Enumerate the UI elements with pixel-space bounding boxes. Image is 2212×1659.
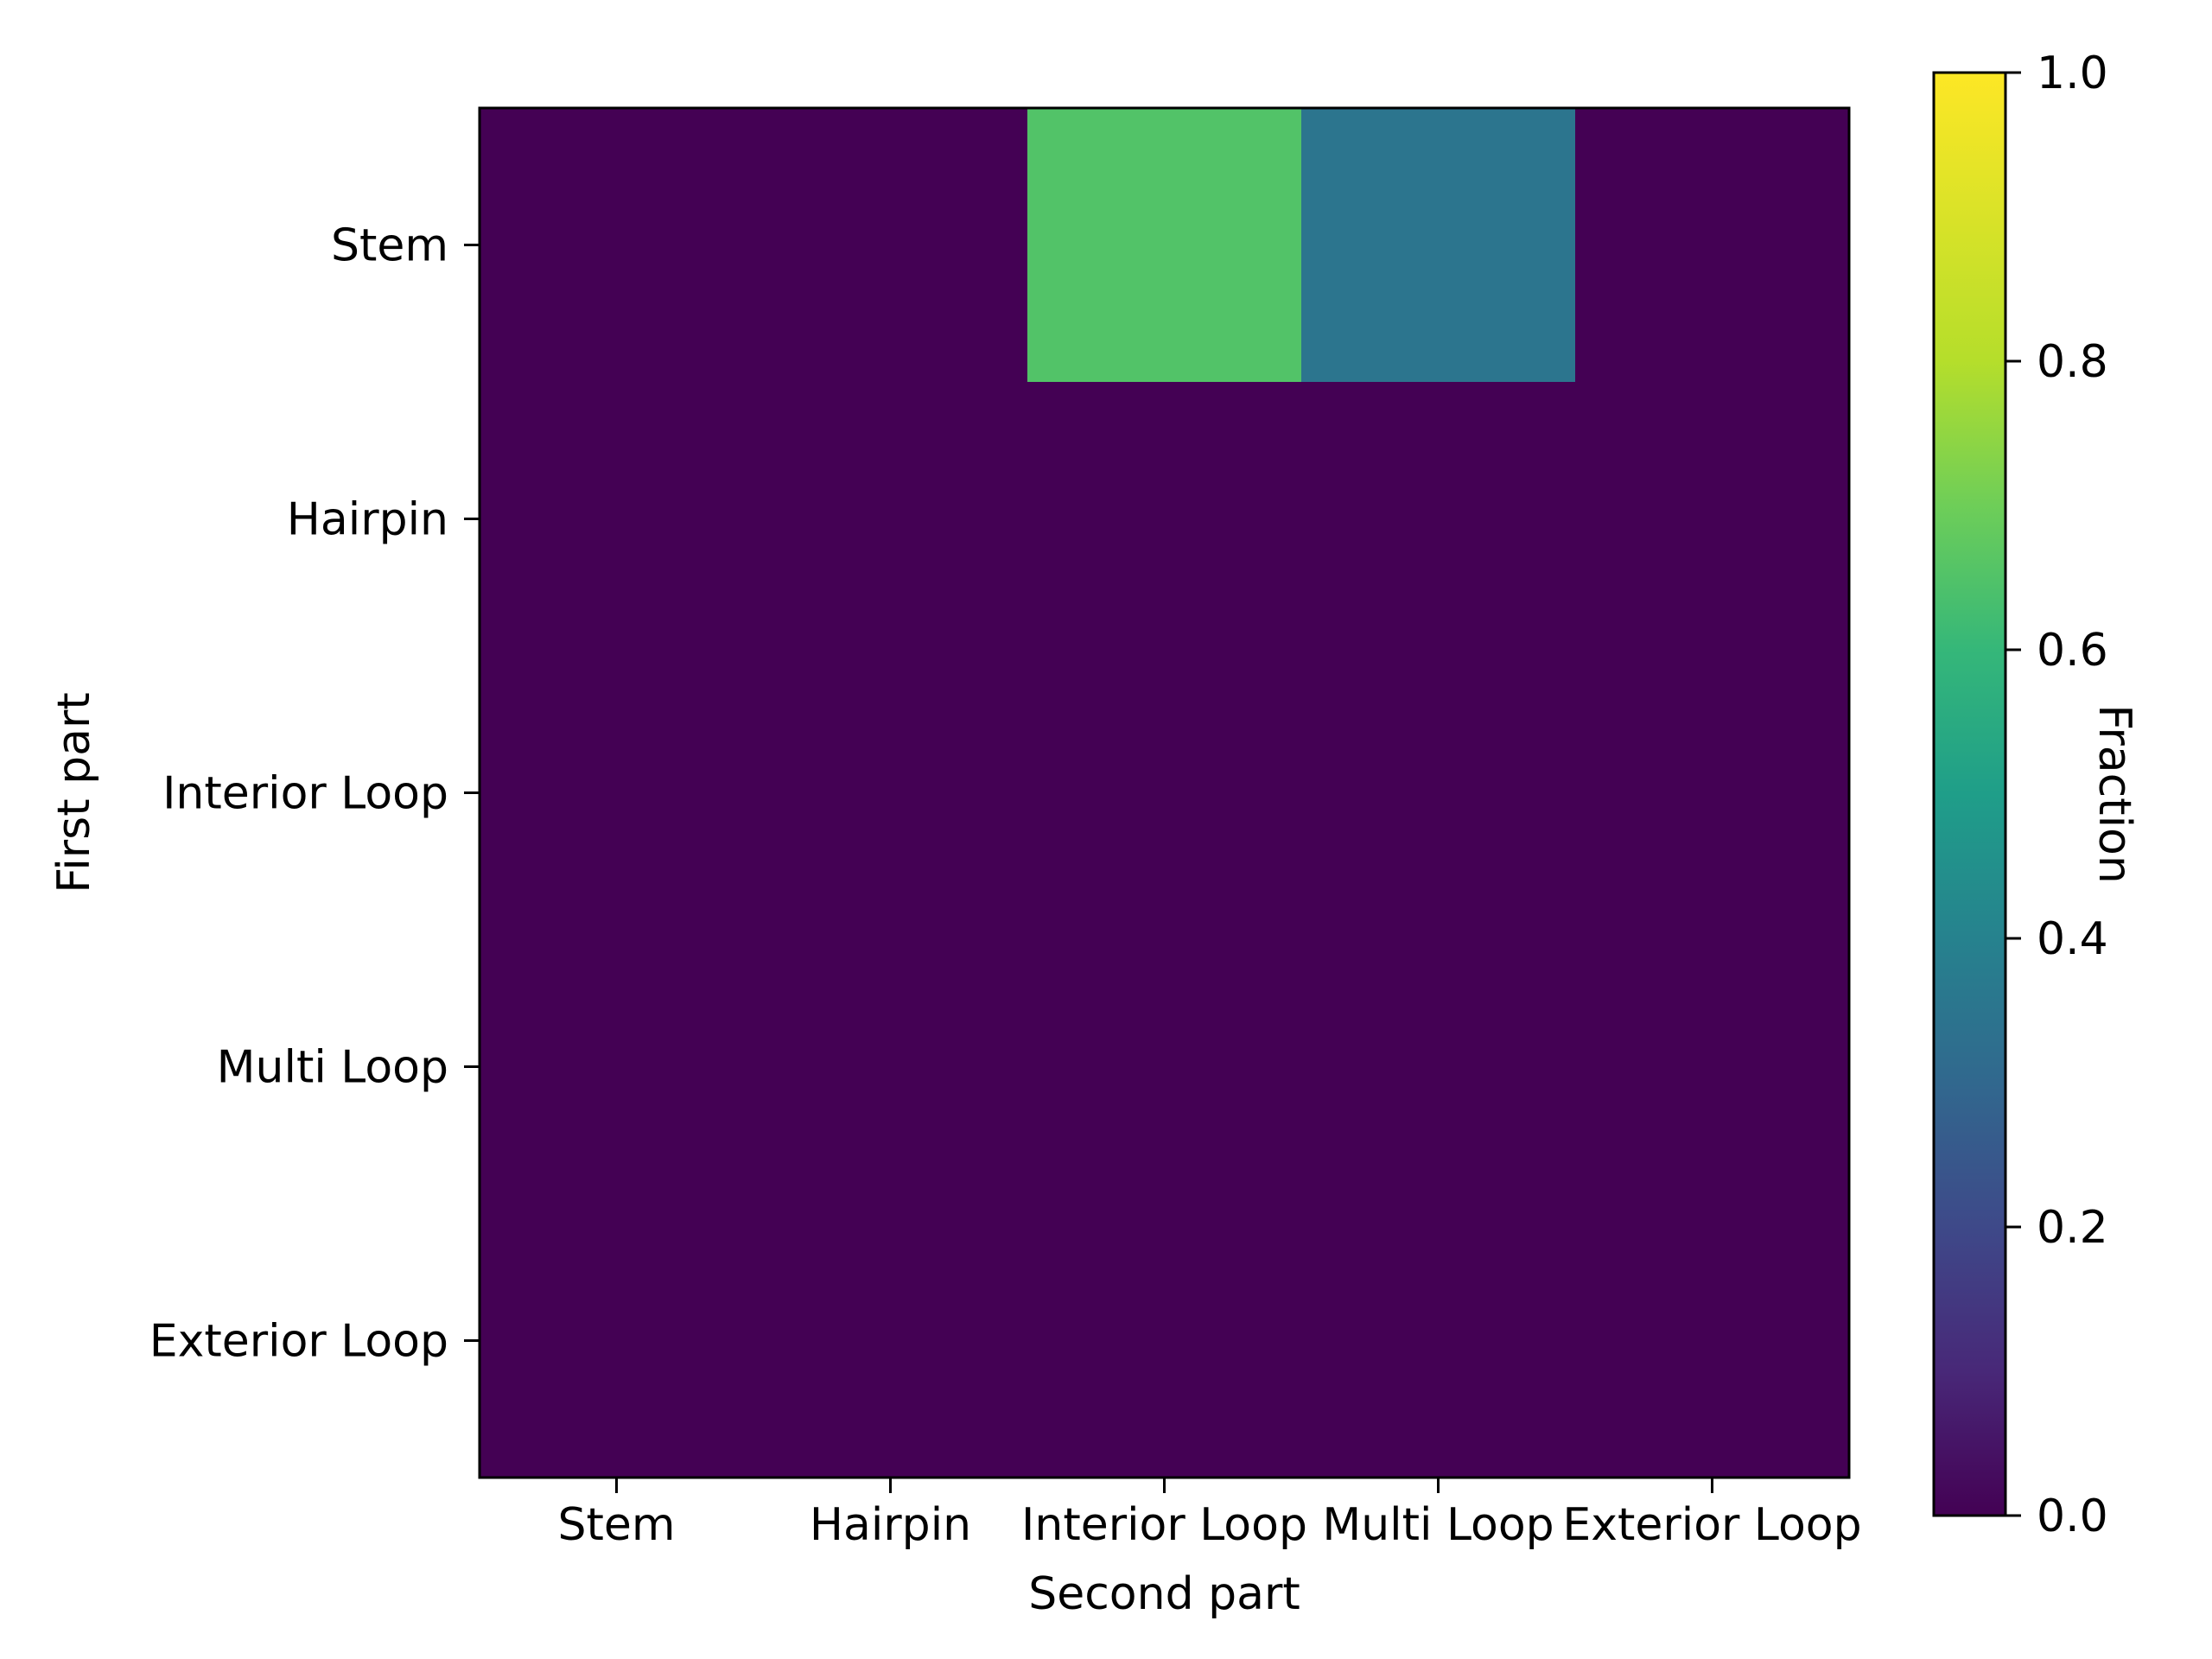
heatmap-cell — [1575, 382, 1850, 657]
y-tick-label: Multi Loop — [217, 1042, 448, 1094]
y-tick-label: Hairpin — [287, 494, 448, 546]
heatmap-cell — [480, 1204, 754, 1478]
colorbar-ticks: 0.0 0.2 0.4 0.6 0.8 1.0 — [2005, 48, 2108, 1542]
x-axis-label: Second part — [1028, 1568, 1300, 1620]
heatmap-cell — [480, 382, 754, 657]
heatmap-cells — [480, 108, 1850, 1478]
heatmap-cell — [1575, 930, 1850, 1205]
heatmap-cell — [1027, 656, 1302, 931]
heatmap-cell — [1575, 108, 1850, 383]
x-tick-label: Exterior Loop — [1562, 1499, 1861, 1551]
heatmap-cell — [1027, 108, 1302, 383]
heatmap-cell — [1575, 1204, 1850, 1478]
y-tick-label: Interior Loop — [162, 768, 448, 820]
colorbar-tick-label: 0.6 — [2037, 625, 2108, 677]
heatmap-cell — [1027, 930, 1302, 1205]
heatmap-cell — [1301, 1204, 1576, 1478]
heatmap-cell — [480, 656, 754, 931]
heatmap-cell — [753, 1204, 1028, 1478]
heatmap-cell — [480, 930, 754, 1205]
colorbar-tick-label: 0.2 — [2037, 1202, 2108, 1254]
colorbar-label: Fraction — [2088, 704, 2140, 884]
heatmap-cell — [1301, 930, 1576, 1205]
colorbar-tick-label: 1.0 — [2037, 48, 2108, 99]
heatmap-cell — [1301, 656, 1576, 931]
colorbar-tick-label: 0.0 — [2037, 1491, 2108, 1542]
colorbar-tick-label: 0.4 — [2037, 913, 2108, 965]
heatmap-cell — [1027, 1204, 1302, 1478]
heatmap-cell — [1575, 656, 1850, 931]
heatmap-cell — [753, 382, 1028, 657]
colorbar — [1932, 71, 2007, 1517]
y-tick-label: Exterior Loop — [149, 1316, 448, 1368]
heatmap-cell — [1027, 382, 1302, 657]
x-tick-label: Interior Loop — [1021, 1499, 1307, 1551]
x-tick-label: Multi Loop — [1322, 1499, 1554, 1551]
heatmap-cell — [1301, 382, 1576, 657]
heatmap-cell — [753, 108, 1028, 383]
y-axis-ticks: Stem Hairpin Interior Loop Multi Loop Exteri… — [149, 220, 480, 1368]
y-axis-label: First part — [48, 692, 100, 893]
heatmap-cell — [753, 930, 1028, 1205]
x-tick-label: Hairpin — [810, 1499, 971, 1551]
x-axis-ticks: Stem Hairpin Interior Loop Multi Loop Exteri… — [557, 1478, 1862, 1551]
heatmap-cell — [1301, 108, 1576, 383]
x-tick-label: Stem — [557, 1499, 675, 1551]
colorbar-tick-label: 0.8 — [2037, 336, 2108, 388]
heatmap-cell — [753, 656, 1028, 931]
heatmap-cell — [480, 108, 754, 383]
y-tick-label: Stem — [331, 220, 448, 272]
